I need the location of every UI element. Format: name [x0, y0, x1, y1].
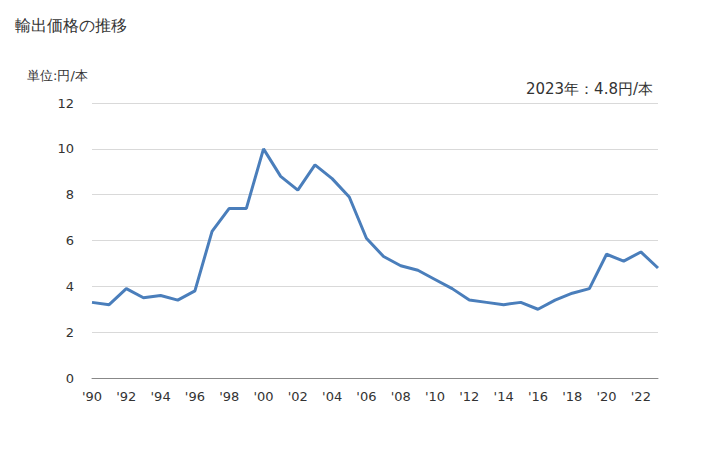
svg-text:'90: '90 [82, 389, 102, 404]
svg-text:'00: '00 [253, 389, 273, 404]
svg-text:'10: '10 [425, 389, 445, 404]
svg-text:2: 2 [66, 325, 74, 340]
svg-text:'12: '12 [459, 389, 479, 404]
svg-text:'94: '94 [151, 389, 171, 404]
svg-text:10: 10 [57, 141, 74, 156]
svg-text:'14: '14 [494, 389, 514, 404]
svg-text:8: 8 [66, 187, 74, 202]
svg-text:'06: '06 [356, 389, 376, 404]
svg-text:2023年：4.8円/本: 2023年：4.8円/本 [526, 80, 653, 98]
svg-text:0: 0 [66, 371, 74, 386]
svg-text:'20: '20 [596, 389, 616, 404]
svg-text:'04: '04 [322, 389, 342, 404]
svg-text:'16: '16 [528, 389, 548, 404]
svg-text:'18: '18 [562, 389, 582, 404]
svg-text:6: 6 [66, 233, 74, 248]
svg-text:'08: '08 [391, 389, 411, 404]
svg-text:'92: '92 [116, 389, 136, 404]
svg-text:輸出価格の推移: 輸出価格の推移 [15, 16, 127, 35]
svg-text:4: 4 [66, 279, 74, 294]
svg-text:'22: '22 [631, 389, 651, 404]
svg-text:'96: '96 [185, 389, 205, 404]
svg-text:単位:円/本: 単位:円/本 [27, 68, 88, 83]
svg-text:'02: '02 [288, 389, 308, 404]
svg-text:12: 12 [57, 96, 74, 111]
svg-text:'98: '98 [219, 389, 239, 404]
